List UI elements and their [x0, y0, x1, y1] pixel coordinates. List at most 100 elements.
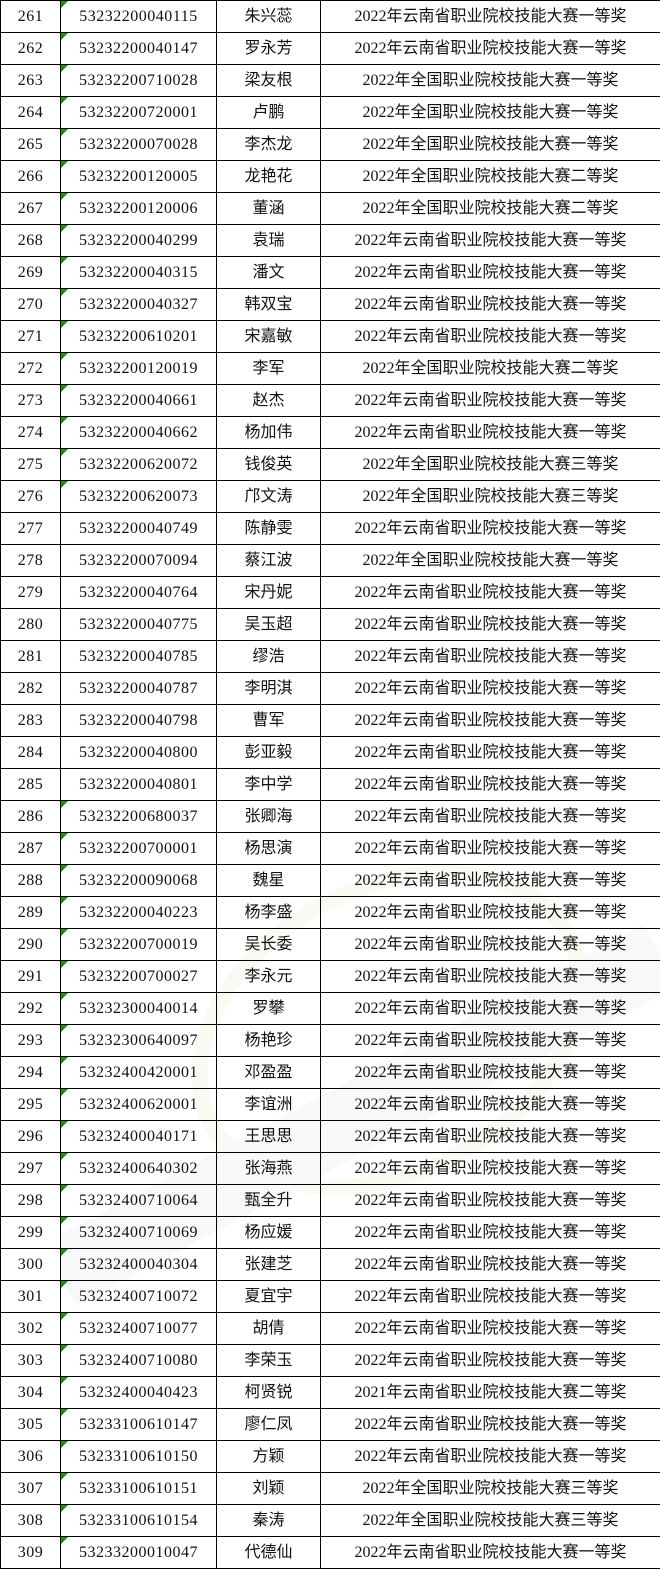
student-name-cell[interactable]: 夏宜宇	[216, 1280, 321, 1313]
student-name-cell[interactable]: 杨艳珍	[216, 1024, 321, 1057]
student-id-cell[interactable]: 53232200040115	[60, 0, 217, 33]
award-cell[interactable]: 2022年全国职业院校技能大赛一等奖	[320, 544, 660, 577]
award-cell[interactable]: 2022年云南省职业院校技能大赛一等奖	[320, 768, 660, 801]
award-cell[interactable]: 2022年云南省职业院校技能大赛一等奖	[320, 640, 660, 673]
student-name-cell[interactable]: 杨思演	[216, 832, 321, 865]
award-cell[interactable]: 2022年云南省职业院校技能大赛一等奖	[320, 832, 660, 865]
award-cell[interactable]: 2022年云南省职业院校技能大赛一等奖	[320, 1536, 660, 1569]
student-name-cell[interactable]: 缪浩	[216, 640, 321, 673]
student-id-cell[interactable]: 53232200120006	[60, 192, 217, 225]
award-cell[interactable]: 2022年云南省职业院校技能大赛一等奖	[320, 0, 660, 33]
row-number-cell[interactable]: 304	[0, 1376, 61, 1409]
award-cell[interactable]: 2022年云南省职业院校技能大赛一等奖	[320, 800, 660, 833]
student-id-cell[interactable]: 53232200120005	[60, 160, 217, 193]
award-cell[interactable]: 2022年云南省职业院校技能大赛一等奖	[320, 1056, 660, 1089]
row-number-cell[interactable]: 300	[0, 1248, 61, 1281]
row-number-cell[interactable]: 279	[0, 576, 61, 609]
student-id-cell[interactable]: 53232400420001	[60, 1056, 217, 1089]
student-id-cell[interactable]: 53232200040223	[60, 896, 217, 929]
student-name-cell[interactable]: 袁瑞	[216, 224, 321, 257]
award-cell[interactable]: 2022年云南省职业院校技能大赛一等奖	[320, 896, 660, 929]
student-id-cell[interactable]: 53233200010047	[60, 1536, 217, 1569]
student-name-cell[interactable]: 宋丹妮	[216, 576, 321, 609]
award-cell[interactable]: 2022年全国职业院校技能大赛二等奖	[320, 192, 660, 225]
award-cell[interactable]: 2022年全国职业院校技能大赛二等奖	[320, 160, 660, 193]
row-number-cell[interactable]: 268	[0, 224, 61, 257]
student-id-cell[interactable]: 53232300040014	[60, 992, 217, 1025]
student-name-cell[interactable]: 张海燕	[216, 1152, 321, 1185]
student-id-cell[interactable]: 53232200710028	[60, 64, 217, 97]
student-name-cell[interactable]: 魏星	[216, 864, 321, 897]
award-cell[interactable]: 2022年云南省职业院校技能大赛一等奖	[320, 1248, 660, 1281]
row-number-cell[interactable]: 303	[0, 1344, 61, 1377]
student-id-cell[interactable]: 53232200610201	[60, 320, 217, 353]
student-id-cell[interactable]: 53233100610147	[60, 1408, 217, 1441]
student-id-cell[interactable]: 53232200040787	[60, 672, 217, 705]
student-id-cell[interactable]: 53232200120019	[60, 352, 217, 385]
row-number-cell[interactable]: 285	[0, 768, 61, 801]
award-cell[interactable]: 2022年云南省职业院校技能大赛一等奖	[320, 1344, 660, 1377]
student-name-cell[interactable]: 柯贤锐	[216, 1376, 321, 1409]
row-number-cell[interactable]: 307	[0, 1472, 61, 1505]
student-name-cell[interactable]: 卢鹏	[216, 96, 321, 129]
award-cell[interactable]: 2022年云南省职业院校技能大赛一等奖	[320, 1440, 660, 1473]
student-name-cell[interactable]: 张卿海	[216, 800, 321, 833]
award-cell[interactable]: 2022年全国职业院校技能大赛一等奖	[320, 128, 660, 161]
award-cell[interactable]: 2022年全国职业院校技能大赛一等奖	[320, 96, 660, 129]
row-number-cell[interactable]: 290	[0, 928, 61, 961]
student-name-cell[interactable]: 代德仙	[216, 1536, 321, 1569]
award-cell[interactable]: 2022年云南省职业院校技能大赛一等奖	[320, 704, 660, 737]
student-id-cell[interactable]: 53232200040315	[60, 256, 217, 289]
award-cell[interactable]: 2022年云南省职业院校技能大赛一等奖	[320, 1216, 660, 1249]
row-number-cell[interactable]: 274	[0, 416, 61, 449]
student-id-cell[interactable]: 53232200070028	[60, 128, 217, 161]
award-cell[interactable]: 2022年云南省职业院校技能大赛一等奖	[320, 960, 660, 993]
row-number-cell[interactable]: 297	[0, 1152, 61, 1185]
student-id-cell[interactable]: 53232200040661	[60, 384, 217, 417]
student-name-cell[interactable]: 梁友根	[216, 64, 321, 97]
student-name-cell[interactable]: 陈静雯	[216, 512, 321, 545]
student-id-cell[interactable]: 53233100610154	[60, 1504, 217, 1537]
award-cell[interactable]: 2022年全国职业院校技能大赛二等奖	[320, 352, 660, 385]
award-cell[interactable]: 2022年云南省职业院校技能大赛一等奖	[320, 576, 660, 609]
student-id-cell[interactable]: 53232200620072	[60, 448, 217, 481]
row-number-cell[interactable]: 291	[0, 960, 61, 993]
student-id-cell[interactable]: 53232200040749	[60, 512, 217, 545]
award-cell[interactable]: 2022年云南省职业院校技能大赛一等奖	[320, 288, 660, 321]
row-number-cell[interactable]: 263	[0, 64, 61, 97]
row-number-cell[interactable]: 284	[0, 736, 61, 769]
row-number-cell[interactable]: 280	[0, 608, 61, 641]
student-name-cell[interactable]: 李谊洲	[216, 1088, 321, 1121]
student-name-cell[interactable]: 韩双宝	[216, 288, 321, 321]
student-name-cell[interactable]: 吴玉超	[216, 608, 321, 641]
student-id-cell[interactable]: 53232200700019	[60, 928, 217, 961]
student-name-cell[interactable]: 曹军	[216, 704, 321, 737]
student-id-cell[interactable]: 53232200700001	[60, 832, 217, 865]
student-name-cell[interactable]: 李军	[216, 352, 321, 385]
row-number-cell[interactable]: 261	[0, 0, 61, 33]
award-cell[interactable]: 2022年云南省职业院校技能大赛一等奖	[320, 1184, 660, 1217]
row-number-cell[interactable]: 282	[0, 672, 61, 705]
award-cell[interactable]: 2022年云南省职业院校技能大赛一等奖	[320, 1312, 660, 1345]
student-id-cell[interactable]: 53232200040327	[60, 288, 217, 321]
student-name-cell[interactable]: 李荣玉	[216, 1344, 321, 1377]
row-number-cell[interactable]: 292	[0, 992, 61, 1025]
student-name-cell[interactable]: 赵杰	[216, 384, 321, 417]
award-cell[interactable]: 2022年云南省职业院校技能大赛一等奖	[320, 512, 660, 545]
student-id-cell[interactable]: 53232200070094	[60, 544, 217, 577]
student-id-cell[interactable]: 53232400040171	[60, 1120, 217, 1153]
row-number-cell[interactable]: 289	[0, 896, 61, 929]
student-name-cell[interactable]: 龙艳花	[216, 160, 321, 193]
row-number-cell[interactable]: 302	[0, 1312, 61, 1345]
student-name-cell[interactable]: 蔡江波	[216, 544, 321, 577]
award-cell[interactable]: 2022年云南省职业院校技能大赛一等奖	[320, 736, 660, 769]
student-id-cell[interactable]: 53232400710080	[60, 1344, 217, 1377]
student-name-cell[interactable]: 方颖	[216, 1440, 321, 1473]
student-id-cell[interactable]: 53232200700027	[60, 960, 217, 993]
student-name-cell[interactable]: 杨加伟	[216, 416, 321, 449]
student-name-cell[interactable]: 李永元	[216, 960, 321, 993]
award-cell[interactable]: 2022年云南省职业院校技能大赛一等奖	[320, 928, 660, 961]
student-name-cell[interactable]: 李中学	[216, 768, 321, 801]
award-cell[interactable]: 2022年云南省职业院校技能大赛一等奖	[320, 864, 660, 897]
student-name-cell[interactable]: 钱俊英	[216, 448, 321, 481]
